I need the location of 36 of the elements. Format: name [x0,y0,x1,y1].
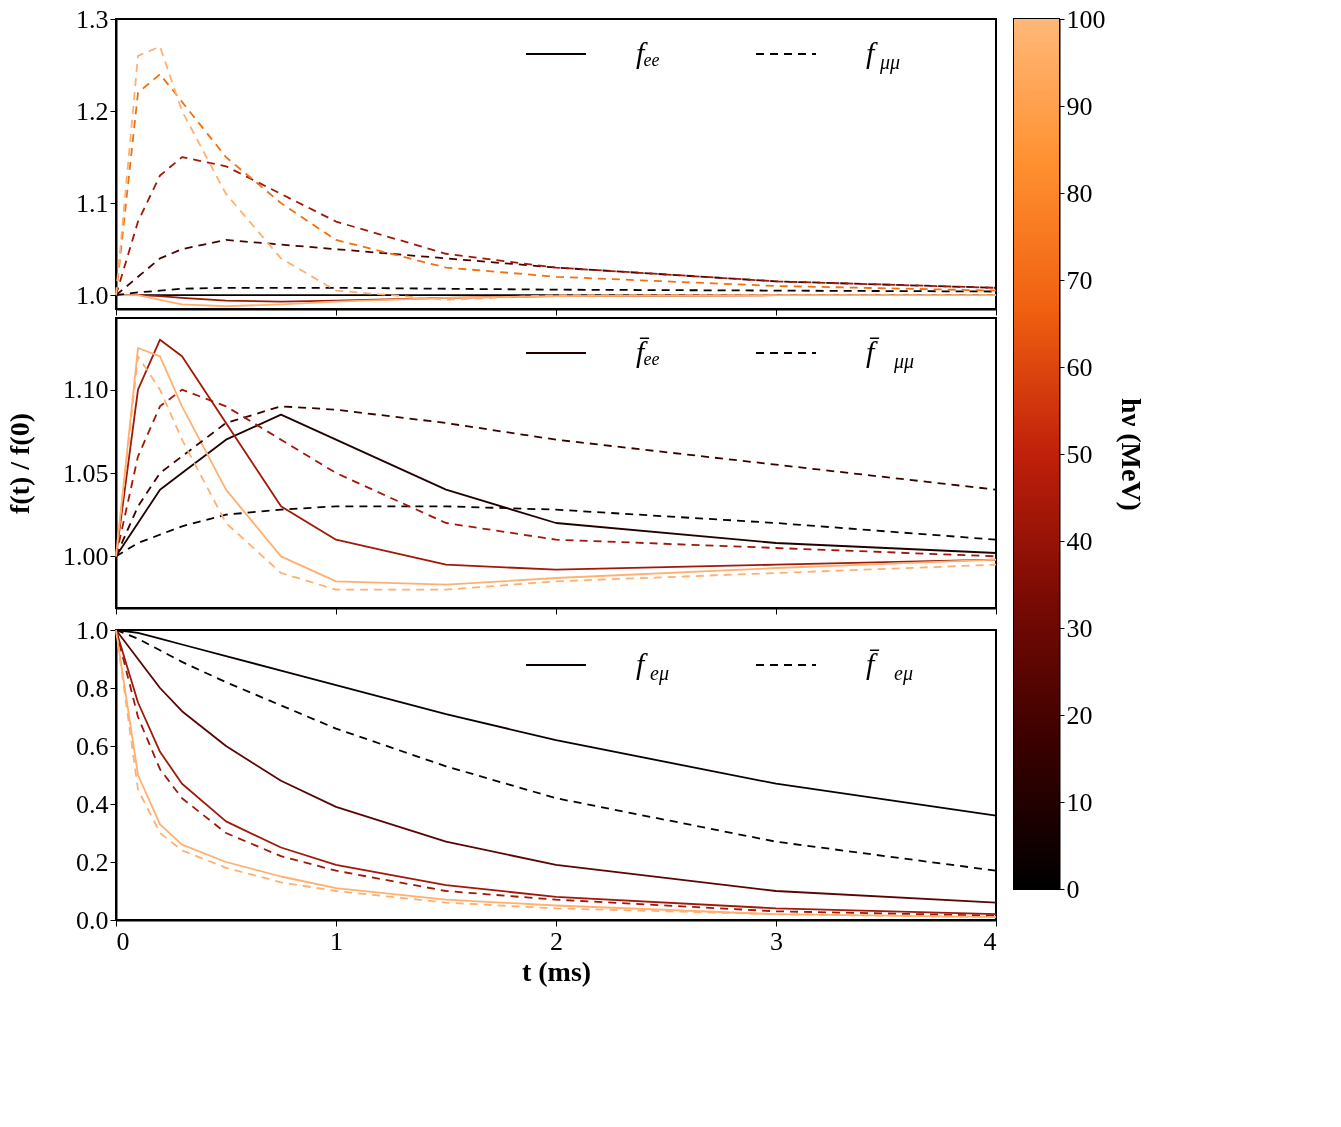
legend-label: f̄ₑₑ [636,335,661,368]
y-tick-label: 1.0 [76,280,109,310]
color-bar-label: 30 [1066,613,1093,643]
color-bar-label: 10 [1066,787,1093,817]
x-tick-label: 1 [330,926,343,956]
color-bar-label: 70 [1066,265,1093,295]
color-bar-label: 100 [1066,4,1106,34]
y-tick-label: 1.0 [76,615,109,645]
color-bar-label: 80 [1066,178,1093,208]
y-tick-label: 1.3 [76,4,109,34]
y-tick-label: 1.1 [76,188,109,218]
y-tick-label: 0.2 [76,847,109,877]
y-tick-label: 1.05 [63,458,109,488]
x-axis-title: t (ms) [521,955,592,987]
legend-label: f̄μμ [866,335,915,373]
x-tick-label: 3 [770,926,783,956]
y-tick-label: 1.2 [76,96,109,126]
legend-label: fₑₑ [636,36,661,69]
y-tick-label: 0.4 [76,789,109,819]
color-bar-label: 60 [1066,352,1093,382]
color-bar-label: 20 [1066,700,1093,730]
color-bar-label: 50 [1066,439,1093,469]
y-axis-title: f(t) / f(0) [3,412,35,515]
x-tick-label: 4 [983,926,997,956]
y-tick-label: 1.10 [63,375,109,405]
legend-label: f̄eμ [866,647,913,685]
color-bar-label: 40 [1066,526,1093,556]
x-tick-label: 0 [116,926,130,956]
x-tick-label: 2 [550,926,563,956]
y-tick-label: 1.00 [63,541,109,571]
color-bar-label: 90 [1066,91,1093,121]
color-bar-label: 0 [1066,874,1080,904]
y-tick-label: 0.6 [76,731,109,761]
y-tick-label: 0.0 [76,905,109,935]
y-tick-label: 0.8 [76,673,109,703]
color-bar-title: hν (MeV) [1115,398,1147,511]
